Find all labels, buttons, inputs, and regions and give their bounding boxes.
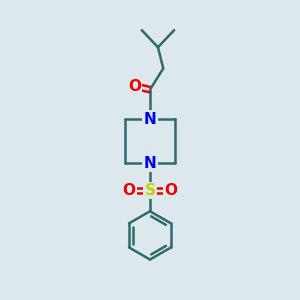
Text: O: O xyxy=(122,183,135,198)
Text: S: S xyxy=(145,183,155,198)
Text: N: N xyxy=(144,112,156,127)
Text: N: N xyxy=(144,156,156,171)
Text: O: O xyxy=(165,183,178,198)
Text: O: O xyxy=(128,79,141,94)
